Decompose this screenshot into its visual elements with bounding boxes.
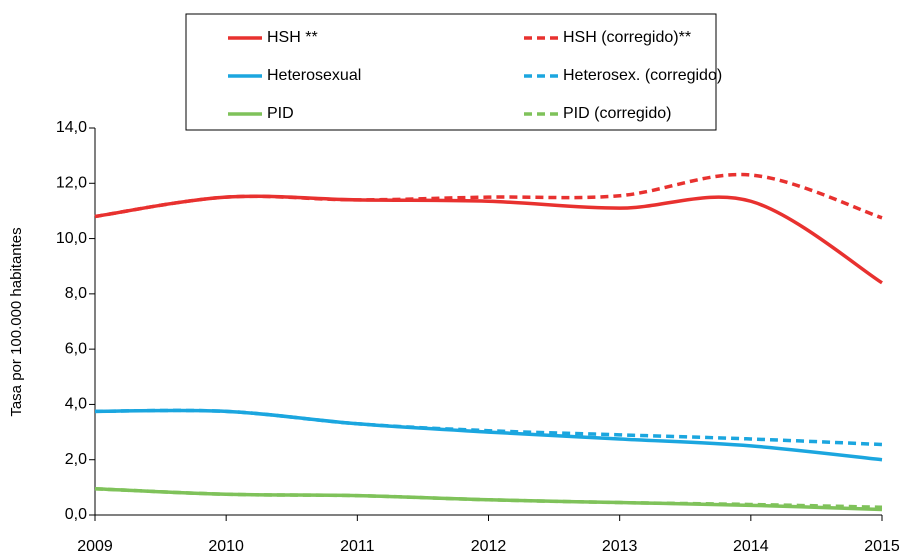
y-tick-label: 6,0 — [65, 340, 87, 357]
x-tick-label: 2012 — [471, 538, 507, 555]
legend-label: HSH ** — [267, 29, 318, 46]
series-line — [94, 194, 883, 285]
x-tick-label: 2013 — [602, 538, 638, 555]
series-line — [94, 408, 883, 462]
y-tick-label: 14,0 — [56, 119, 87, 136]
legend-box — [185, 13, 717, 131]
x-tick-label: 2014 — [733, 538, 769, 555]
legend-label: PID — [267, 105, 294, 122]
x-tick-label: 2011 — [340, 538, 375, 555]
y-tick-label: 12,0 — [56, 175, 87, 192]
y-tick-label: 0,0 — [65, 506, 87, 523]
y-tick-label: 8,0 — [65, 285, 87, 302]
series-line — [94, 172, 883, 220]
y-tick-label: 4,0 — [65, 396, 87, 413]
series-line — [94, 408, 883, 447]
x-tick-label: 2010 — [208, 538, 244, 555]
y-tick-label: 2,0 — [65, 451, 87, 468]
x-tick-label: 2015 — [864, 538, 900, 555]
y-tick-label: 10,0 — [56, 230, 87, 247]
legend-label: Heterosex. (corregido) — [563, 67, 722, 84]
x-tick-label: 2009 — [77, 538, 113, 555]
legend-label: HSH (corregido)** — [563, 29, 691, 46]
series-line — [94, 486, 883, 510]
legend-label: PID (corregido) — [563, 105, 671, 122]
legend-label: Heterosexual — [267, 67, 361, 84]
y-axis-label: Tasa por 100.000 habitantes — [8, 227, 25, 416]
